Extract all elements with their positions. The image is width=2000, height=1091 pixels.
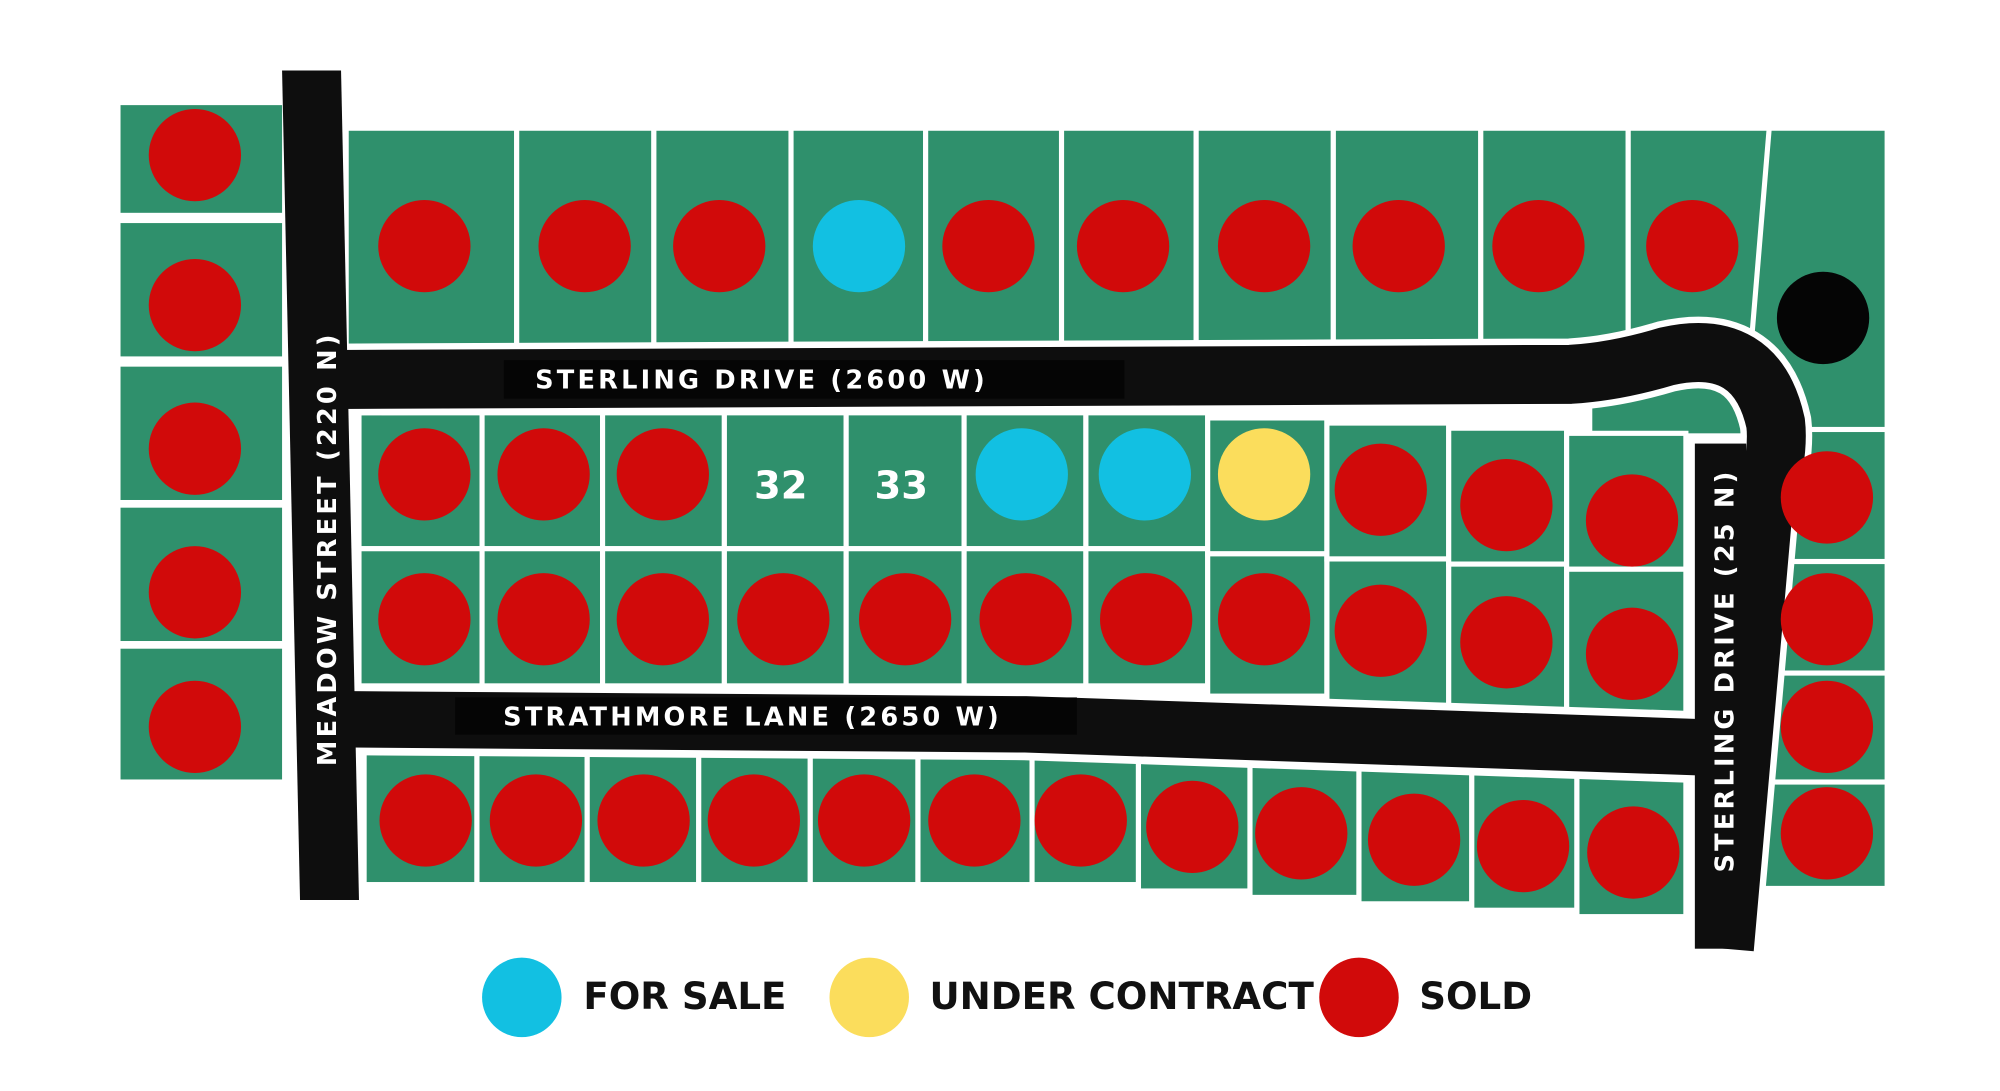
legend-swatch bbox=[829, 957, 909, 1038]
lot-marker bbox=[979, 573, 1072, 666]
lot-marker bbox=[1217, 428, 1311, 521]
lot-marker bbox=[148, 546, 242, 639]
lot-marker bbox=[1460, 596, 1553, 689]
lot-marker bbox=[1492, 199, 1585, 293]
lot-marker bbox=[379, 774, 472, 867]
lot-markers bbox=[148, 108, 1874, 899]
legend-label: FOR SALE bbox=[583, 974, 786, 1018]
lot-marker bbox=[817, 774, 911, 867]
lot-marker bbox=[1780, 573, 1874, 666]
lot-marker bbox=[148, 402, 242, 495]
road bbox=[282, 70, 359, 900]
lot-number: 32 bbox=[754, 464, 808, 509]
lot-marker bbox=[489, 774, 583, 867]
legend-swatch bbox=[482, 957, 562, 1038]
lot-marker bbox=[1217, 573, 1311, 666]
legend-label: UNDER CONTRACT bbox=[929, 974, 1314, 1018]
street-name: STERLING DRIVE (25 N) bbox=[1710, 468, 1740, 872]
road bbox=[335, 323, 1806, 952]
street-label-box bbox=[503, 360, 1125, 399]
lot-marker bbox=[1334, 443, 1427, 536]
lot-marker bbox=[1646, 199, 1739, 293]
street-name: STRATHMORE LANE (2650 W) bbox=[503, 703, 1002, 733]
lot-marker bbox=[1780, 451, 1874, 544]
street-name: STERLING DRIVE (2600 W) bbox=[535, 365, 988, 395]
lot-marker bbox=[1146, 780, 1239, 874]
lot-marker bbox=[148, 680, 242, 774]
lot-marker bbox=[858, 573, 952, 666]
street-label-box bbox=[455, 697, 1077, 735]
lot-number: 33 bbox=[875, 464, 929, 509]
lot-marker bbox=[616, 573, 709, 666]
lot-marker bbox=[148, 258, 242, 352]
lot-marker bbox=[1780, 787, 1874, 880]
lot-marker bbox=[1352, 199, 1445, 293]
lot-marker bbox=[707, 774, 801, 867]
lot-marker bbox=[928, 774, 1021, 867]
lot-marker bbox=[1255, 787, 1348, 880]
lot-marker bbox=[942, 199, 1035, 293]
lot-marker bbox=[975, 428, 1068, 521]
legend-label: SOLD bbox=[1419, 974, 1532, 1018]
lot-marker bbox=[1585, 474, 1679, 567]
lot-marker bbox=[378, 199, 471, 293]
lot-marker bbox=[148, 108, 242, 202]
lot-marker bbox=[1334, 584, 1427, 677]
lot-marker bbox=[378, 573, 471, 666]
lot-marker bbox=[1780, 680, 1874, 774]
lot-marker bbox=[1034, 774, 1127, 867]
lot-marker bbox=[812, 199, 906, 293]
lot-marker bbox=[1460, 458, 1553, 552]
lot-marker bbox=[1776, 271, 1870, 365]
lot-marker bbox=[378, 428, 471, 521]
lot-marker bbox=[737, 573, 830, 666]
lot-marker bbox=[1585, 607, 1679, 700]
legend: FOR SALE UNDER CONTRACT SOLD bbox=[482, 957, 1532, 1038]
lot-marker bbox=[673, 199, 766, 293]
road bbox=[1694, 443, 1747, 949]
lot-marker bbox=[1098, 428, 1192, 521]
lot-marker bbox=[1217, 199, 1311, 293]
lot-marker bbox=[1587, 806, 1680, 899]
legend-swatch bbox=[1319, 957, 1399, 1038]
lot-marker bbox=[538, 199, 631, 293]
lot-marker bbox=[497, 428, 590, 521]
lot-marker bbox=[1099, 573, 1193, 666]
lot-marker bbox=[497, 573, 590, 666]
lot-marker bbox=[1367, 793, 1461, 886]
lot-marker bbox=[1076, 199, 1170, 293]
lot-marker bbox=[597, 774, 690, 867]
lot-marker bbox=[1476, 799, 1570, 893]
lot-marker bbox=[616, 428, 709, 521]
street-name: MEADOW STREET (220 N) bbox=[313, 331, 343, 766]
